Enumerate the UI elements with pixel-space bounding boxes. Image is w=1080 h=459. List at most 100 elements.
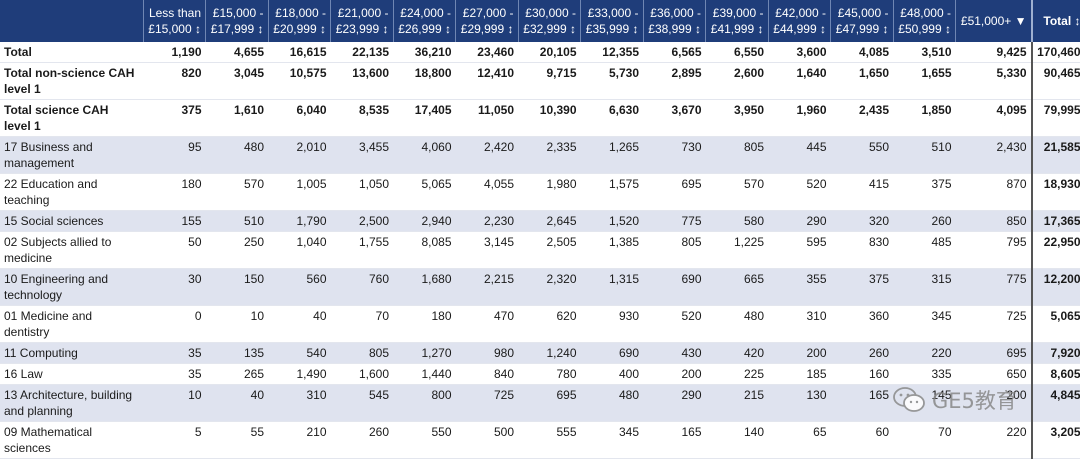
table-cell: 510 — [206, 211, 269, 232]
table-cell: 310 — [268, 385, 331, 422]
table-cell: 36,210 — [393, 42, 456, 63]
table-cell: 2,895 — [643, 63, 706, 100]
table-cell: 355 — [768, 269, 831, 306]
table-cell: 220 — [893, 343, 956, 364]
table-cell: 760 — [331, 269, 394, 306]
column-header-line1: £27,000 - — [458, 5, 514, 21]
table-cell: 9,425 — [956, 42, 1032, 63]
table-cell: 335 — [893, 364, 956, 385]
column-header-band[interactable]: £39,000 -£41,999 ↕ — [706, 0, 769, 42]
table-cell: 320 — [831, 211, 894, 232]
column-header-line1: £33,000 - — [583, 5, 639, 21]
column-header-band[interactable]: £27,000 -£29,999 ↕ — [456, 0, 519, 42]
table-cell: 9,715 — [518, 63, 581, 100]
column-header-band[interactable]: Less than£15,000 ↕ — [143, 0, 206, 42]
table-cell: 35 — [143, 343, 206, 364]
table-cell: 12,355 — [581, 42, 644, 63]
column-header-total[interactable]: Total ↕ — [1032, 0, 1080, 42]
table-cell: 930 — [581, 306, 644, 343]
column-header-band[interactable]: £30,000 -£32,999 ↕ — [518, 0, 581, 42]
row-label: Total — [0, 42, 143, 63]
column-header-band[interactable]: £45,000 -£47,999 ↕ — [831, 0, 894, 42]
table-cell: 130 — [768, 385, 831, 422]
table-cell: 1,755 — [331, 232, 394, 269]
table-cell: 1,490 — [268, 364, 331, 385]
table-cell: 650 — [956, 364, 1032, 385]
table-cell: 5,730 — [581, 63, 644, 100]
table-cell: 17,405 — [393, 100, 456, 137]
table-cell: 22,135 — [331, 42, 394, 63]
table-cell: 215 — [706, 385, 769, 422]
table-cell: 2,335 — [518, 137, 581, 174]
row-total-cell: 21,585 — [1032, 137, 1080, 174]
row-label: 01 Medicine and dentistry — [0, 306, 143, 343]
table-cell: 3,600 — [768, 42, 831, 63]
column-header-51000-plus[interactable]: £51,000+ ▼ — [956, 0, 1032, 42]
column-header-line2: £50,999 ↕ — [896, 21, 952, 37]
table-cell: 555 — [518, 422, 581, 459]
table-cell: 70 — [893, 422, 956, 459]
table-cell: 5,330 — [956, 63, 1032, 100]
table-cell: 30 — [143, 269, 206, 306]
column-header-line1: £48,000 - — [896, 5, 952, 21]
table-cell: 1,520 — [581, 211, 644, 232]
table-cell: 1,790 — [268, 211, 331, 232]
table-cell: 4,095 — [956, 100, 1032, 137]
column-header-band[interactable]: £15,000 -£17,999 ↕ — [206, 0, 269, 42]
table-cell: 830 — [831, 232, 894, 269]
column-header-band[interactable]: £42,000 -£44,999 ↕ — [768, 0, 831, 42]
table-cell: 1,270 — [393, 343, 456, 364]
row-total-cell: 7,920 — [1032, 343, 1080, 364]
table-cell: 850 — [956, 211, 1032, 232]
table-cell: 5 — [143, 422, 206, 459]
column-header-line1: £15,000 - — [208, 5, 264, 21]
column-header-band[interactable]: £24,000 -£26,999 ↕ — [393, 0, 456, 42]
table-cell: 775 — [956, 269, 1032, 306]
table-cell: 580 — [706, 211, 769, 232]
table-cell: 250 — [206, 232, 269, 269]
row-total-cell: 3,205 — [1032, 422, 1080, 459]
table-cell: 4,055 — [456, 174, 519, 211]
column-header-line2: £47,999 ↕ — [833, 21, 889, 37]
row-total-cell: 79,995 — [1032, 100, 1080, 137]
row-label-header — [0, 0, 143, 42]
table-cell: 840 — [456, 364, 519, 385]
table-cell: 1,265 — [581, 137, 644, 174]
table-cell: 165 — [643, 422, 706, 459]
column-header-band[interactable]: £18,000 -£20,999 ↕ — [268, 0, 331, 42]
table-cell: 13,600 — [331, 63, 394, 100]
table-cell: 2,320 — [518, 269, 581, 306]
column-header-band[interactable]: £48,000 -£50,999 ↕ — [893, 0, 956, 42]
table-cell: 695 — [956, 343, 1032, 364]
table-cell: 595 — [768, 232, 831, 269]
table-cell: 315 — [893, 269, 956, 306]
row-total-cell: 18,930 — [1032, 174, 1080, 211]
column-header-band[interactable]: £36,000 -£38,999 ↕ — [643, 0, 706, 42]
column-header-band[interactable]: £21,000 -£23,999 ↕ — [331, 0, 394, 42]
row-label: 15 Social sciences — [0, 211, 143, 232]
column-header-band[interactable]: £33,000 -£35,999 ↕ — [581, 0, 644, 42]
table-cell: 220 — [956, 422, 1032, 459]
row-total-cell: 12,200 — [1032, 269, 1080, 306]
table-cell: 260 — [331, 422, 394, 459]
table-cell: 1,640 — [768, 63, 831, 100]
table-cell: 2,600 — [706, 63, 769, 100]
table-cell: 60 — [831, 422, 894, 459]
table-cell: 210 — [268, 422, 331, 459]
row-label: 16 Law — [0, 364, 143, 385]
row-total-cell: 8,605 — [1032, 364, 1080, 385]
table-cell: 695 — [518, 385, 581, 422]
table-cell: 11,050 — [456, 100, 519, 137]
table-cell: 2,215 — [456, 269, 519, 306]
table-cell: 780 — [518, 364, 581, 385]
table-cell: 1,980 — [518, 174, 581, 211]
table-cell: 12,410 — [456, 63, 519, 100]
table-cell: 1,650 — [831, 63, 894, 100]
row-label: 10 Engineering and technology — [0, 269, 143, 306]
